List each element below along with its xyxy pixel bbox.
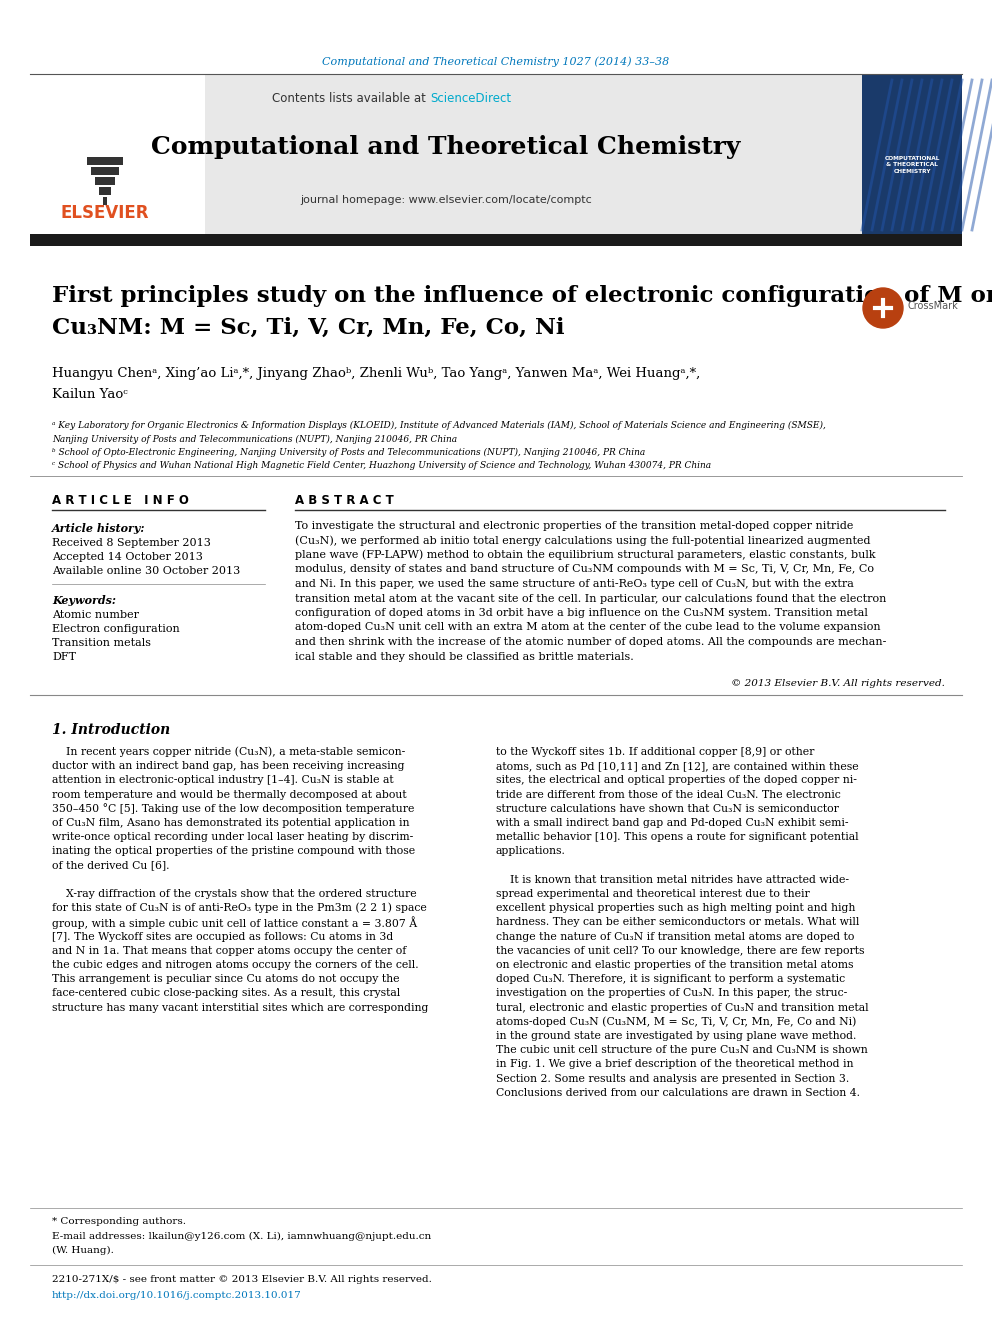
Text: Keywords:: Keywords: bbox=[52, 594, 116, 606]
Text: Atomic number: Atomic number bbox=[52, 610, 139, 620]
Text: structure has many vacant interstitial sites which are corresponding: structure has many vacant interstitial s… bbox=[52, 1003, 429, 1012]
Text: to the Wyckoff sites 1b. If additional copper [8,9] or other: to the Wyckoff sites 1b. If additional c… bbox=[496, 747, 814, 757]
Text: of the derived Cu [6].: of the derived Cu [6]. bbox=[52, 860, 170, 871]
Text: [7]. The Wyckoff sites are occupied as follows: Cu atoms in 3d: [7]. The Wyckoff sites are occupied as f… bbox=[52, 931, 393, 942]
Text: configuration of doped atoms in 3d orbit have a big influence on the Cu₃NM syste: configuration of doped atoms in 3d orbit… bbox=[295, 609, 868, 618]
Text: room temperature and would be thermally decomposed at about: room temperature and would be thermally … bbox=[52, 790, 407, 799]
Text: A B S T R A C T: A B S T R A C T bbox=[295, 493, 394, 507]
Text: ᵃ Key Laboratory for Organic Electronics & Information Displays (KLOEID), Instit: ᵃ Key Laboratory for Organic Electronics… bbox=[52, 421, 826, 430]
Text: CrossMark: CrossMark bbox=[908, 302, 958, 311]
Text: Nanjing University of Posts and Telecommunications (NUPT), Nanjing 210046, PR Ch: Nanjing University of Posts and Telecomm… bbox=[52, 434, 457, 443]
Text: atoms, such as Pd [10,11] and Zn [12], are contained within these: atoms, such as Pd [10,11] and Zn [12], a… bbox=[496, 761, 859, 771]
Bar bbox=[99, 187, 111, 194]
Text: metallic behavior [10]. This opens a route for significant potential: metallic behavior [10]. This opens a rou… bbox=[496, 832, 859, 843]
Text: the vacancies of unit cell? To our knowledge, there are few reports: the vacancies of unit cell? To our knowl… bbox=[496, 946, 864, 955]
Text: group, with a simple cubic unit cell of lattice constant a = 3.807 Å: group, with a simple cubic unit cell of … bbox=[52, 916, 417, 929]
Text: applications.: applications. bbox=[496, 847, 565, 856]
Circle shape bbox=[863, 288, 903, 328]
Text: the cubic edges and nitrogen atoms occupy the corners of the cell.: the cubic edges and nitrogen atoms occup… bbox=[52, 960, 419, 970]
Bar bbox=[862, 75, 962, 235]
Text: It is known that transition metal nitrides have attracted wide-: It is known that transition metal nitrid… bbox=[496, 875, 849, 885]
Text: Accepted 14 October 2013: Accepted 14 October 2013 bbox=[52, 552, 203, 562]
Text: Transition metals: Transition metals bbox=[52, 638, 151, 648]
Text: Article history:: Article history: bbox=[52, 523, 146, 533]
Text: in the ground state are investigated by using plane wave method.: in the ground state are investigated by … bbox=[496, 1031, 856, 1041]
Text: for this state of Cu₃N is of anti-ReO₃ type in the Pm3m (2 2 1) space: for this state of Cu₃N is of anti-ReO₃ t… bbox=[52, 902, 427, 913]
Text: First principles study on the influence of electronic configuration of M on: First principles study on the influence … bbox=[52, 284, 992, 307]
Text: Available online 30 October 2013: Available online 30 October 2013 bbox=[52, 566, 240, 576]
Text: 1. Introduction: 1. Introduction bbox=[52, 722, 171, 737]
Text: Contents lists available at: Contents lists available at bbox=[273, 93, 430, 106]
Text: In recent years copper nitride (Cu₃N), a meta-stable semicon-: In recent years copper nitride (Cu₃N), a… bbox=[52, 746, 406, 757]
Text: journal homepage: www.elsevier.com/locate/comptc: journal homepage: www.elsevier.com/locat… bbox=[301, 194, 592, 205]
Text: A R T I C L E   I N F O: A R T I C L E I N F O bbox=[52, 493, 188, 507]
Text: transition metal atom at the vacant site of the cell. In particular, our calcula: transition metal atom at the vacant site… bbox=[295, 594, 887, 603]
Text: with a small indirect band gap and Pd-doped Cu₃N exhibit semi-: with a small indirect band gap and Pd-do… bbox=[496, 818, 848, 828]
Text: tride are different from those of the ideal Cu₃N. The electronic: tride are different from those of the id… bbox=[496, 790, 841, 799]
Text: E-mail addresses: lkailun@y126.com (X. Li), iamnwhuang@njupt.edu.cn: E-mail addresses: lkailun@y126.com (X. L… bbox=[52, 1232, 432, 1241]
Bar bbox=[95, 177, 115, 185]
Text: (W. Huang).: (W. Huang). bbox=[52, 1245, 114, 1254]
Text: ductor with an indirect band gap, has been receiving increasing: ductor with an indirect band gap, has be… bbox=[52, 761, 405, 771]
Text: Section 2. Some results and analysis are presented in Section 3.: Section 2. Some results and analysis are… bbox=[496, 1073, 849, 1084]
Text: modulus, density of states and band structure of Cu₃NM compounds with M = Sc, Ti: modulus, density of states and band stru… bbox=[295, 565, 874, 574]
Text: COMPUTATIONAL
& THEORETICAL
CHEMISTRY: COMPUTATIONAL & THEORETICAL CHEMISTRY bbox=[884, 156, 939, 175]
Text: of Cu₃N film, Asano has demonstrated its potential application in: of Cu₃N film, Asano has demonstrated its… bbox=[52, 818, 410, 828]
Text: in Fig. 1. We give a brief description of the theoretical method in: in Fig. 1. We give a brief description o… bbox=[496, 1060, 853, 1069]
Text: To investigate the structural and electronic properties of the transition metal-: To investigate the structural and electr… bbox=[295, 521, 853, 531]
Bar bbox=[30, 75, 862, 235]
Text: atoms-doped Cu₃N (Cu₃NM, M = Sc, Ti, V, Cr, Mn, Fe, Co and Ni): atoms-doped Cu₃N (Cu₃NM, M = Sc, Ti, V, … bbox=[496, 1016, 856, 1027]
Text: and Ni. In this paper, we used the same structure of anti-ReO₃ type cell of Cu₃N: and Ni. In this paper, we used the same … bbox=[295, 579, 854, 589]
Text: ScienceDirect: ScienceDirect bbox=[430, 93, 511, 106]
Text: (Cu₃N), we performed ab initio total energy calculations using the full-potentia: (Cu₃N), we performed ab initio total ene… bbox=[295, 536, 871, 546]
Text: Received 8 September 2013: Received 8 September 2013 bbox=[52, 538, 211, 548]
Text: Conclusions derived from our calculations are drawn in Section 4.: Conclusions derived from our calculation… bbox=[496, 1088, 860, 1098]
Text: face-centered cubic close-packing sites. As a result, this crystal: face-centered cubic close-packing sites.… bbox=[52, 988, 400, 999]
Text: The cubic unit cell structure of the pure Cu₃N and Cu₃NM is shown: The cubic unit cell structure of the pur… bbox=[496, 1045, 868, 1056]
Text: and then shrink with the increase of the atomic number of doped atoms. All the c: and then shrink with the increase of the… bbox=[295, 636, 887, 647]
Text: DFT: DFT bbox=[52, 652, 76, 662]
Bar bbox=[30, 234, 962, 246]
Text: ELSEVIER: ELSEVIER bbox=[61, 204, 149, 222]
Text: inating the optical properties of the pristine compound with those: inating the optical properties of the pr… bbox=[52, 847, 415, 856]
Text: tural, electronic and elastic properties of Cu₃N and transition metal: tural, electronic and elastic properties… bbox=[496, 1003, 869, 1012]
Text: hardness. They can be either semiconductors or metals. What will: hardness. They can be either semiconduct… bbox=[496, 917, 859, 927]
Text: http://dx.doi.org/10.1016/j.comptc.2013.10.017: http://dx.doi.org/10.1016/j.comptc.2013.… bbox=[52, 1290, 302, 1299]
Text: 2210-271X/$ - see front matter © 2013 Elsevier B.V. All rights reserved.: 2210-271X/$ - see front matter © 2013 El… bbox=[52, 1274, 432, 1283]
Text: Cu₃NM: M = Sc, Ti, V, Cr, Mn, Fe, Co, Ni: Cu₃NM: M = Sc, Ti, V, Cr, Mn, Fe, Co, Ni bbox=[52, 318, 564, 339]
Text: ical stable and they should be classified as brittle materials.: ical stable and they should be classifie… bbox=[295, 651, 634, 662]
Text: plane wave (FP-LAPW) method to obtain the equilibrium structural parameters, ela: plane wave (FP-LAPW) method to obtain th… bbox=[295, 550, 876, 560]
Text: Kailun Yaoᶜ: Kailun Yaoᶜ bbox=[52, 389, 128, 401]
Text: Computational and Theoretical Chemistry 1027 (2014) 33–38: Computational and Theoretical Chemistry … bbox=[322, 57, 670, 67]
Text: structure calculations have shown that Cu₃N is semiconductor: structure calculations have shown that C… bbox=[496, 804, 839, 814]
Bar bbox=[87, 157, 123, 165]
Text: Huangyu Chenᵃ, Xing’ao Liᵃ,*, Jinyang Zhaoᵇ, Zhenli Wuᵇ, Tao Yangᵃ, Yanwen Maᵃ, : Huangyu Chenᵃ, Xing’ao Liᵃ,*, Jinyang Zh… bbox=[52, 368, 700, 381]
Text: doped Cu₃N. Therefore, it is significant to perform a systematic: doped Cu₃N. Therefore, it is significant… bbox=[496, 974, 845, 984]
Text: Electron configuration: Electron configuration bbox=[52, 624, 180, 634]
Text: 350–450 °C [5]. Taking use of the low decomposition temperature: 350–450 °C [5]. Taking use of the low de… bbox=[52, 803, 415, 814]
Text: atom-doped Cu₃N unit cell with an extra M atom at the center of the cube lead to: atom-doped Cu₃N unit cell with an extra … bbox=[295, 623, 881, 632]
Text: investigation on the properties of Cu₃N. In this paper, the struc-: investigation on the properties of Cu₃N.… bbox=[496, 988, 847, 999]
Text: * Corresponding authors.: * Corresponding authors. bbox=[52, 1217, 186, 1226]
Text: Computational and Theoretical Chemistry: Computational and Theoretical Chemistry bbox=[152, 135, 741, 159]
Bar bbox=[91, 167, 119, 175]
Text: spread experimental and theoretical interest due to their: spread experimental and theoretical inte… bbox=[496, 889, 809, 900]
Text: write-once optical recording under local laser heating by discrim-: write-once optical recording under local… bbox=[52, 832, 414, 843]
Text: ᵇ School of Opto-Electronic Engineering, Nanjing University of Posts and Telecom: ᵇ School of Opto-Electronic Engineering,… bbox=[52, 447, 645, 456]
Text: change the nature of Cu₃N if transition metal atoms are doped to: change the nature of Cu₃N if transition … bbox=[496, 931, 854, 942]
Text: on electronic and elastic properties of the transition metal atoms: on electronic and elastic properties of … bbox=[496, 960, 853, 970]
Text: excellent physical properties such as high melting point and high: excellent physical properties such as hi… bbox=[496, 904, 855, 913]
Text: sites, the electrical and optical properties of the doped copper ni-: sites, the electrical and optical proper… bbox=[496, 775, 857, 786]
Text: © 2013 Elsevier B.V. All rights reserved.: © 2013 Elsevier B.V. All rights reserved… bbox=[731, 679, 945, 688]
Text: ᶜ School of Physics and Wuhan National High Magnetic Field Center, Huazhong Univ: ᶜ School of Physics and Wuhan National H… bbox=[52, 460, 711, 470]
Text: attention in electronic-optical industry [1–4]. Cu₃N is stable at: attention in electronic-optical industry… bbox=[52, 775, 394, 786]
Text: and N in 1a. That means that copper atoms occupy the center of: and N in 1a. That means that copper atom… bbox=[52, 946, 407, 955]
Bar bbox=[103, 197, 107, 205]
Bar bbox=[30, 75, 205, 235]
Text: This arrangement is peculiar since Cu atoms do not occupy the: This arrangement is peculiar since Cu at… bbox=[52, 974, 400, 984]
Text: X-ray diffraction of the crystals show that the ordered structure: X-ray diffraction of the crystals show t… bbox=[52, 889, 417, 900]
